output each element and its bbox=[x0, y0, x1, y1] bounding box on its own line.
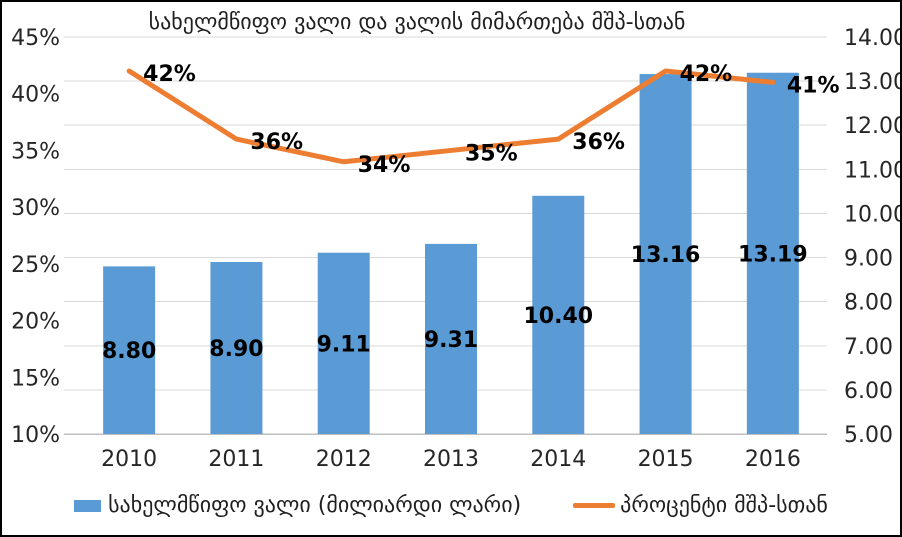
left-axis-tick-label: 45% bbox=[11, 26, 60, 51]
line-series bbox=[126, 68, 776, 165]
bar bbox=[317, 252, 370, 434]
right-axis-tick-label: 9.00 bbox=[844, 247, 893, 272]
right-axis-tick-label: 10.00 bbox=[844, 202, 902, 227]
legend-item-line-series: პროცენტი მშპ-სთან bbox=[573, 493, 828, 518]
right-axis-tick-label: 8.00 bbox=[844, 291, 893, 316]
percent-label: 36% bbox=[250, 130, 303, 155]
bar-value-label: 13.16 bbox=[631, 243, 701, 268]
bar-value-label: 9.31 bbox=[424, 328, 478, 353]
x-axis-category-label: 2014 bbox=[530, 447, 586, 472]
bar bbox=[746, 72, 799, 434]
x-axis-category-label: 2016 bbox=[745, 447, 801, 472]
percent-label: 35% bbox=[465, 141, 518, 166]
bar-value-label: 8.90 bbox=[209, 337, 263, 362]
percent-label: 34% bbox=[358, 153, 411, 178]
left-axis-tick-label: 15% bbox=[11, 366, 60, 391]
legend-line-series-label: პროცენტი მშპ-სთან bbox=[620, 493, 828, 518]
bar-value-label: 9.11 bbox=[317, 332, 371, 357]
percent-label: 42% bbox=[143, 62, 196, 87]
x-axis-category-label: 2010 bbox=[101, 447, 157, 472]
bar-series-swatch-icon bbox=[74, 499, 102, 512]
line-series-swatch-icon bbox=[573, 503, 616, 508]
right-axis-tick-label: 7.00 bbox=[844, 335, 893, 360]
bar bbox=[532, 195, 585, 434]
percent-label: 42% bbox=[680, 62, 733, 87]
x-axis-category-label: 2011 bbox=[208, 447, 264, 472]
legend-bar-series-label: სახელმწიფო ვალი (მილიარდი ლარი) bbox=[108, 493, 522, 518]
bar bbox=[210, 261, 263, 434]
bar bbox=[103, 266, 156, 434]
percent-label: 36% bbox=[572, 130, 625, 155]
left-axis-tick-label: 30% bbox=[11, 196, 60, 221]
right-axis-tick-label: 12.00 bbox=[844, 114, 902, 139]
chart-title: სახელმწიფო ვალი და ვალის მიმართება მშპ-ს… bbox=[148, 10, 686, 35]
legend-item-bar-series: სახელმწიფო ვალი (მილიარდი ლარი) bbox=[74, 493, 521, 518]
right-axis-tick-label: 14.00 bbox=[844, 26, 902, 51]
bar-value-label: 8.80 bbox=[102, 339, 156, 364]
x-axis-category-label: 2012 bbox=[316, 447, 372, 472]
right-axis-tick-label: 13.00 bbox=[844, 70, 902, 95]
legend: სახელმწიფო ვალი (მილიარდი ლარი) პროცენტი… bbox=[2, 493, 900, 518]
bar bbox=[639, 74, 692, 434]
bar-value-label: 13.19 bbox=[738, 242, 808, 267]
bar bbox=[425, 243, 477, 434]
right-axis-tick-label: 5.00 bbox=[844, 423, 893, 448]
bar-value-label: 10.40 bbox=[523, 304, 593, 329]
left-axis-tick-label: 20% bbox=[11, 310, 60, 335]
left-axis-tick-label: 25% bbox=[11, 253, 60, 278]
x-axis-category-label: 2013 bbox=[423, 447, 479, 472]
left-axis-tick-label: 35% bbox=[11, 139, 60, 164]
left-axis-tick-label: 10% bbox=[11, 423, 60, 448]
percent-label: 41% bbox=[787, 73, 840, 98]
right-axis-tick-label: 6.00 bbox=[844, 379, 893, 404]
right-axis-tick-label: 11.00 bbox=[844, 158, 902, 183]
left-axis-tick-label: 40% bbox=[11, 83, 60, 108]
x-axis-category-label: 2015 bbox=[638, 447, 694, 472]
